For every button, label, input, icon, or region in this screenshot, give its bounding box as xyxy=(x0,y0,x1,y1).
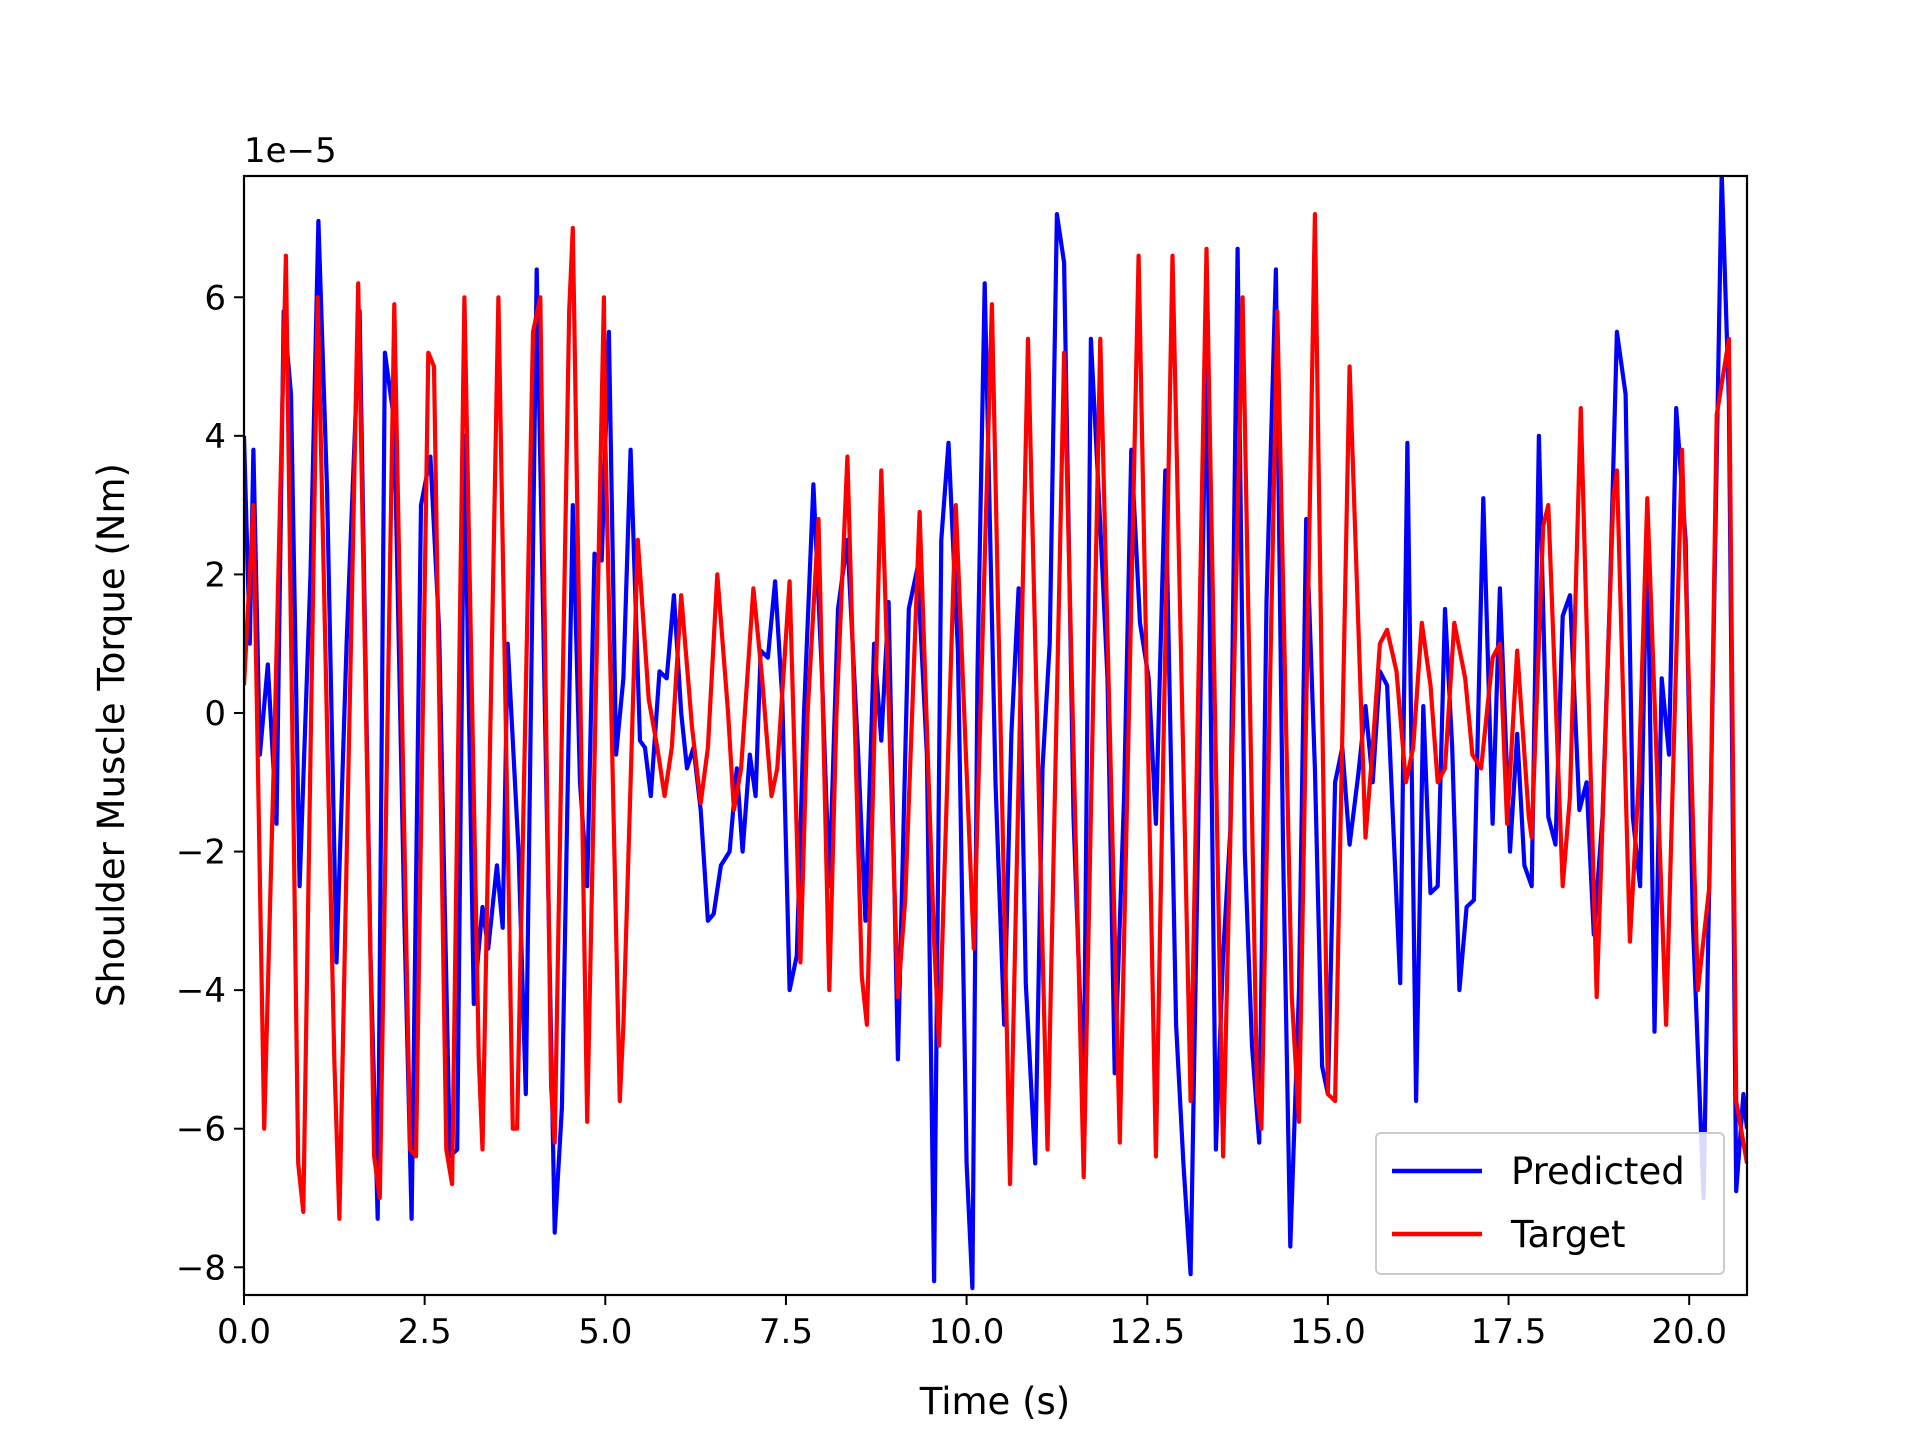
y-axis-label: Shoulder Muscle Torque (Nm) xyxy=(90,463,133,1007)
y-tick-label: 2 xyxy=(204,555,226,595)
y-tick-label: 0 xyxy=(204,694,226,734)
legend-label-predicted: Predicted xyxy=(1511,1150,1685,1193)
x-tick-label: 2.5 xyxy=(398,1312,452,1352)
x-tick-label: 17.5 xyxy=(1471,1312,1547,1352)
legend-label-target: Target xyxy=(1510,1213,1625,1256)
plot-lines xyxy=(244,176,1747,1291)
y-tick-label: −4 xyxy=(176,971,226,1011)
y-tick-label: −8 xyxy=(176,1248,226,1288)
y-tick-label: 6 xyxy=(204,278,226,318)
y-scale-label: 1e−5 xyxy=(244,131,337,171)
y-tick-label: −2 xyxy=(176,833,226,873)
x-axis-label: Time (s) xyxy=(919,1380,1070,1423)
legend-box xyxy=(1375,1132,1725,1275)
y-tick-label: −6 xyxy=(176,1110,226,1150)
x-tick-label: 0.0 xyxy=(217,1312,271,1352)
x-tick-label: 20.0 xyxy=(1651,1312,1727,1352)
plot-frame xyxy=(242,174,1749,1297)
series-line-predicted xyxy=(244,176,1747,1291)
x-tick-label: 12.5 xyxy=(1109,1312,1185,1352)
x-tick-label: 10.0 xyxy=(929,1312,1005,1352)
legend: Predicted Target xyxy=(1375,1132,1725,1275)
x-tick-label: 15.0 xyxy=(1290,1312,1366,1352)
y-tick-label: 4 xyxy=(204,417,226,457)
x-tick-label: 5.0 xyxy=(578,1312,632,1352)
x-tick-label: 7.5 xyxy=(759,1312,813,1352)
series-line-target xyxy=(244,212,1747,1221)
x-axis-ticks: 0.0 2.5 5.0 7.5 10.0 12.5 15.0 17.5 20.0 xyxy=(217,1295,1727,1352)
y-axis-ticks: −8 −6 −4 −2 0 2 4 6 xyxy=(176,278,244,1288)
